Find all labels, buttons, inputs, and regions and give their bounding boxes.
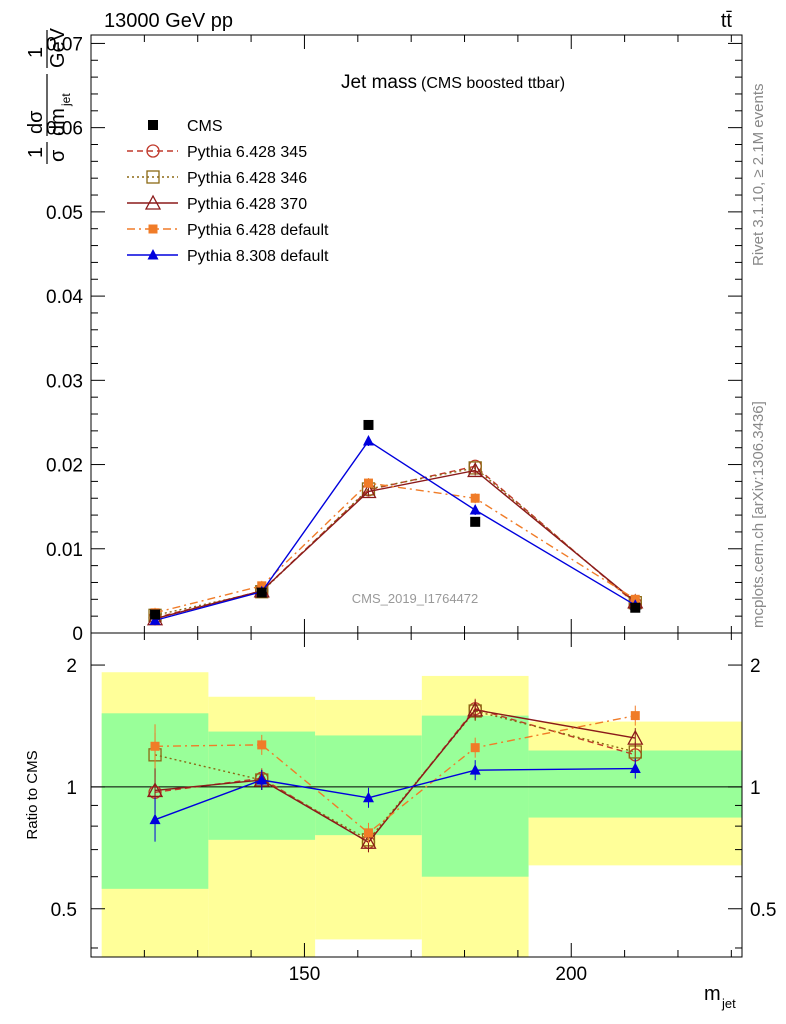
- y-tick-label: 0.06: [46, 119, 83, 140]
- svg-text:1: 1: [25, 47, 47, 58]
- svg-text:1: 1: [25, 147, 47, 158]
- header-left: 13000 GeV pp: [104, 10, 233, 32]
- series-point: [149, 813, 161, 825]
- series-point: [363, 478, 373, 488]
- analysis-watermark: CMS_2019_I1764472: [352, 591, 479, 606]
- series-point: [362, 434, 374, 446]
- ratio-frame: [90, 632, 743, 958]
- legend-label: Pythia 6.428 346: [187, 170, 307, 187]
- series-point: [146, 144, 160, 158]
- series-point: [144, 194, 162, 210]
- ratio-y-tick-label-right: 2: [750, 656, 761, 677]
- x-axis-label: m jet: [704, 983, 736, 1011]
- ratio-y-tick-label: 1: [66, 778, 77, 799]
- x-tick-label: 150: [289, 964, 321, 985]
- svg-text:dm: dm: [47, 108, 69, 136]
- legend-label: Pythia 6.428 345: [187, 144, 307, 161]
- ratio-series: [146, 698, 644, 853]
- source-label: mcplots.cern.ch [arXiv:1306.3436]: [750, 401, 767, 628]
- series-point: [150, 741, 160, 751]
- series-point: [360, 483, 377, 499]
- series-point: [257, 740, 267, 750]
- ratio-y-tick-label-right: 1: [750, 778, 761, 799]
- data-point: [148, 120, 158, 130]
- series-point: [469, 764, 481, 775]
- chart-subtitle: (CMS boosted ttbar): [421, 75, 565, 92]
- legend-label: Pythia 8.308 default: [187, 248, 329, 265]
- y-tick-label: 0.04: [46, 287, 83, 308]
- ratio-y-tick-label: 0.5: [51, 900, 77, 921]
- series-point: [467, 701, 484, 717]
- main-series: [146, 419, 644, 626]
- series-point: [470, 743, 480, 753]
- ratio-y-axis-label: Ratio to CMS: [24, 750, 41, 839]
- legend-label: CMS: [187, 118, 223, 135]
- band-inner: [315, 735, 422, 836]
- series-point: [256, 774, 268, 785]
- data-point: [630, 602, 641, 613]
- ratio-line: [155, 714, 636, 834]
- svg-text:GeV: GeV: [47, 27, 69, 68]
- series-point: [363, 828, 373, 838]
- main-y-axis-label: 1 σ dσ dm jet 1 GeV: [25, 27, 73, 164]
- series-point: [146, 782, 164, 798]
- series-point: [627, 729, 644, 745]
- svg-text:jet: jet: [59, 93, 73, 107]
- series-point: [362, 791, 374, 803]
- header-right: tt̄: [721, 10, 733, 32]
- ratio-y-tick-label: 2: [66, 656, 77, 677]
- y-tick-label: 0.05: [46, 203, 83, 224]
- svg-text:m: m: [704, 983, 721, 1005]
- main-axis-ticks: [90, 35, 742, 634]
- svg-text:dσ: dσ: [25, 110, 47, 134]
- x-tick-labels: 150 200: [289, 964, 588, 985]
- series-point: [467, 462, 484, 478]
- data-point: [256, 587, 267, 598]
- series-point: [470, 493, 480, 503]
- series-point: [469, 504, 481, 515]
- x-tick-label: 200: [555, 964, 587, 985]
- legend-label: Pythia 6.428 default: [187, 222, 329, 239]
- ratio-uncertainty-bands: [101, 672, 742, 957]
- series-line: [154, 467, 636, 616]
- main-y-tick-labels: 0 0.01 0.02 0.03 0.04 0.05 0.06 0.07: [46, 34, 83, 645]
- series-point: [146, 170, 160, 184]
- y-tick-label: 0.07: [46, 34, 83, 55]
- y-tick-label: 0.02: [46, 456, 83, 477]
- series-point: [149, 614, 161, 625]
- series-point: [360, 833, 377, 849]
- data-point: [363, 419, 374, 430]
- ratio-y-tick-labels: 0.5 0.5 1 1 2 2: [51, 656, 777, 921]
- y-tick-label: 0.03: [46, 371, 83, 392]
- series-point: [630, 711, 640, 721]
- data-point: [470, 516, 481, 527]
- y-tick-label: 0.01: [46, 540, 83, 561]
- ratio-axis-ticks: [90, 633, 742, 957]
- series-point: [629, 762, 641, 774]
- series-point: [147, 249, 159, 260]
- series-point: [148, 224, 158, 234]
- legend-label: Pythia 6.428 370: [187, 196, 307, 213]
- svg-text:σ: σ: [47, 149, 69, 162]
- rivet-label: Rivet 3.1.10, ≥ 2.1M events: [750, 84, 767, 267]
- ratio-y-tick-label-right: 0.5: [750, 900, 776, 921]
- data-point: [150, 609, 161, 620]
- legend: CMS Pythia 6.428 345 Pythia 6.428 346 Pythi…: [127, 118, 329, 265]
- chart-title: Jet mass: [341, 72, 417, 93]
- svg-text:jet: jet: [721, 996, 736, 1011]
- y-tick-label: 0: [72, 624, 83, 645]
